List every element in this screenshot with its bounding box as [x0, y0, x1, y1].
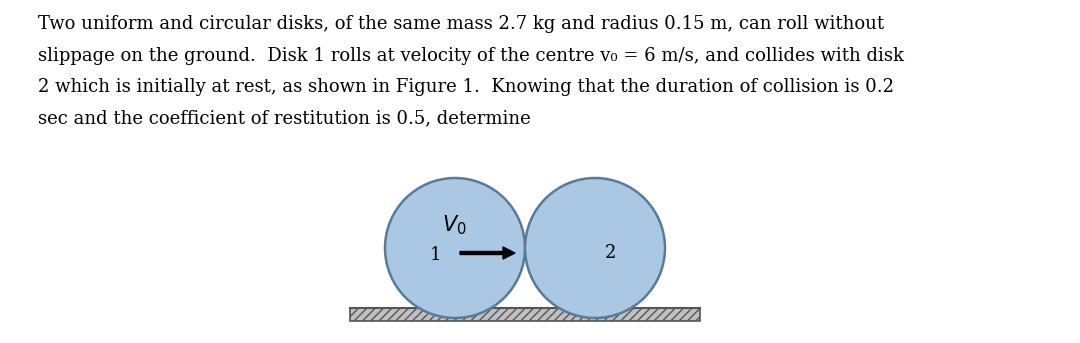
Text: 2: 2 [605, 244, 616, 262]
Bar [350, 308, 700, 321]
Text: sec and the coefficient of restitution is 0.5, determine: sec and the coefficient of restitution i… [38, 109, 530, 128]
Text: $V_0$: $V_0$ [442, 213, 467, 237]
Circle shape [525, 178, 665, 318]
Text: 2 which is initially at rest, as shown in Figure 1.  Knowing that the duration o: 2 which is initially at rest, as shown i… [38, 78, 894, 96]
FancyArrow shape [460, 247, 515, 259]
Text: Two uniform and circular disks, of the same mass 2.7 kg and radius 0.15 m, can r: Two uniform and circular disks, of the s… [38, 15, 885, 33]
Circle shape [384, 178, 525, 318]
Text: slippage on the ground.  Disk 1 rolls at velocity of the centre v₀ = 6 m/s, and : slippage on the ground. Disk 1 rolls at … [38, 47, 904, 64]
Text: 1: 1 [430, 246, 442, 264]
